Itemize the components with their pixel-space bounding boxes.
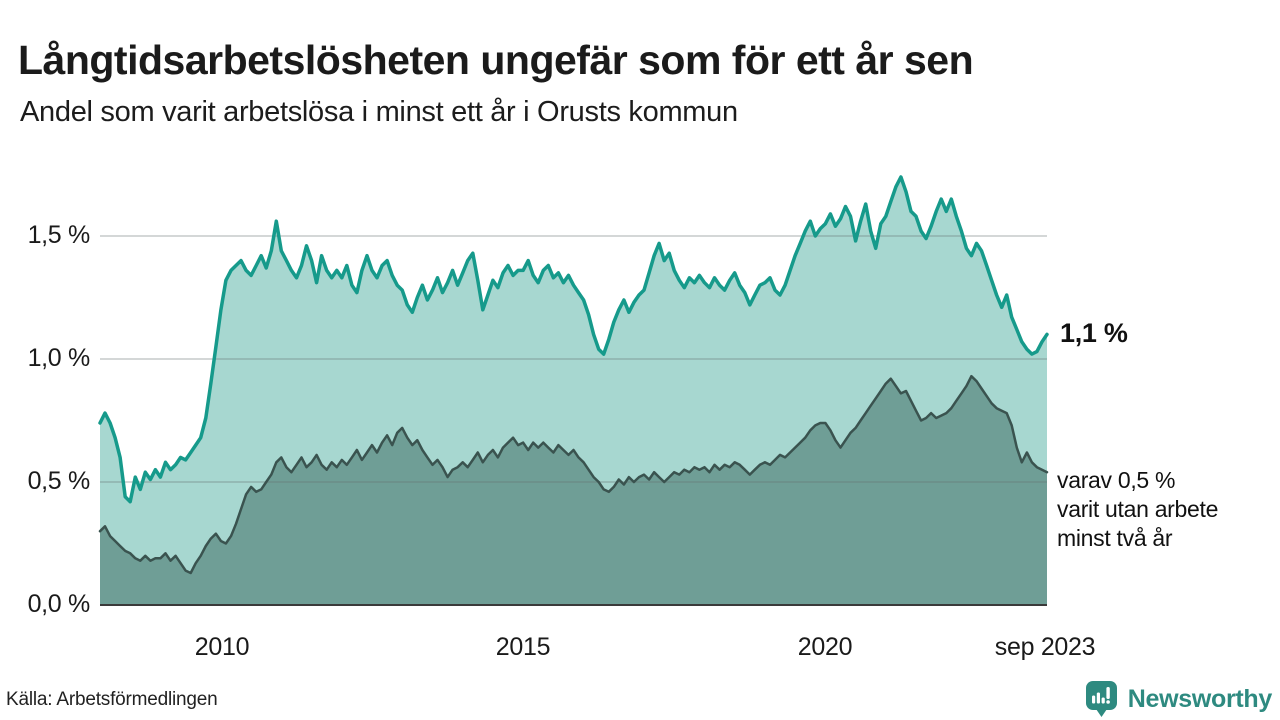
newsworthy-icon <box>1085 681 1117 717</box>
brand-name: Newsworthy <box>1127 684 1273 713</box>
y-tick-label: 0,5 % <box>27 467 91 495</box>
series-2yr-line <box>98 374 1049 575</box>
brand-logo: Newsworthy <box>1084 678 1272 720</box>
y-tick-label: 0,0 % <box>27 590 91 618</box>
series-2yr-area <box>100 376 1047 605</box>
x-tick-label: sep 2023 <box>994 633 1096 661</box>
x-tick-label: 2010 <box>194 633 250 661</box>
source-caption: Källa: Arbetsförmedlingen <box>6 689 218 710</box>
page-title: Långtidsarbetslösheten ungefär som för e… <box>18 37 974 84</box>
y-tick-label: 1,0 % <box>27 344 91 372</box>
x-tick-label: 2015 <box>495 633 551 661</box>
x-tick-label: 2020 <box>797 633 853 661</box>
secondary-series-annotation: varav 0,5 % varit utan arbete minst två … <box>1057 467 1219 551</box>
page-subtitle: Andel som varit arbetslösa i minst ett å… <box>20 96 738 128</box>
latest-value-annotation: 1,1 % <box>1060 318 1128 348</box>
y-tick-label: 1,5 % <box>27 221 91 249</box>
series-1yr-line <box>98 175 1049 504</box>
